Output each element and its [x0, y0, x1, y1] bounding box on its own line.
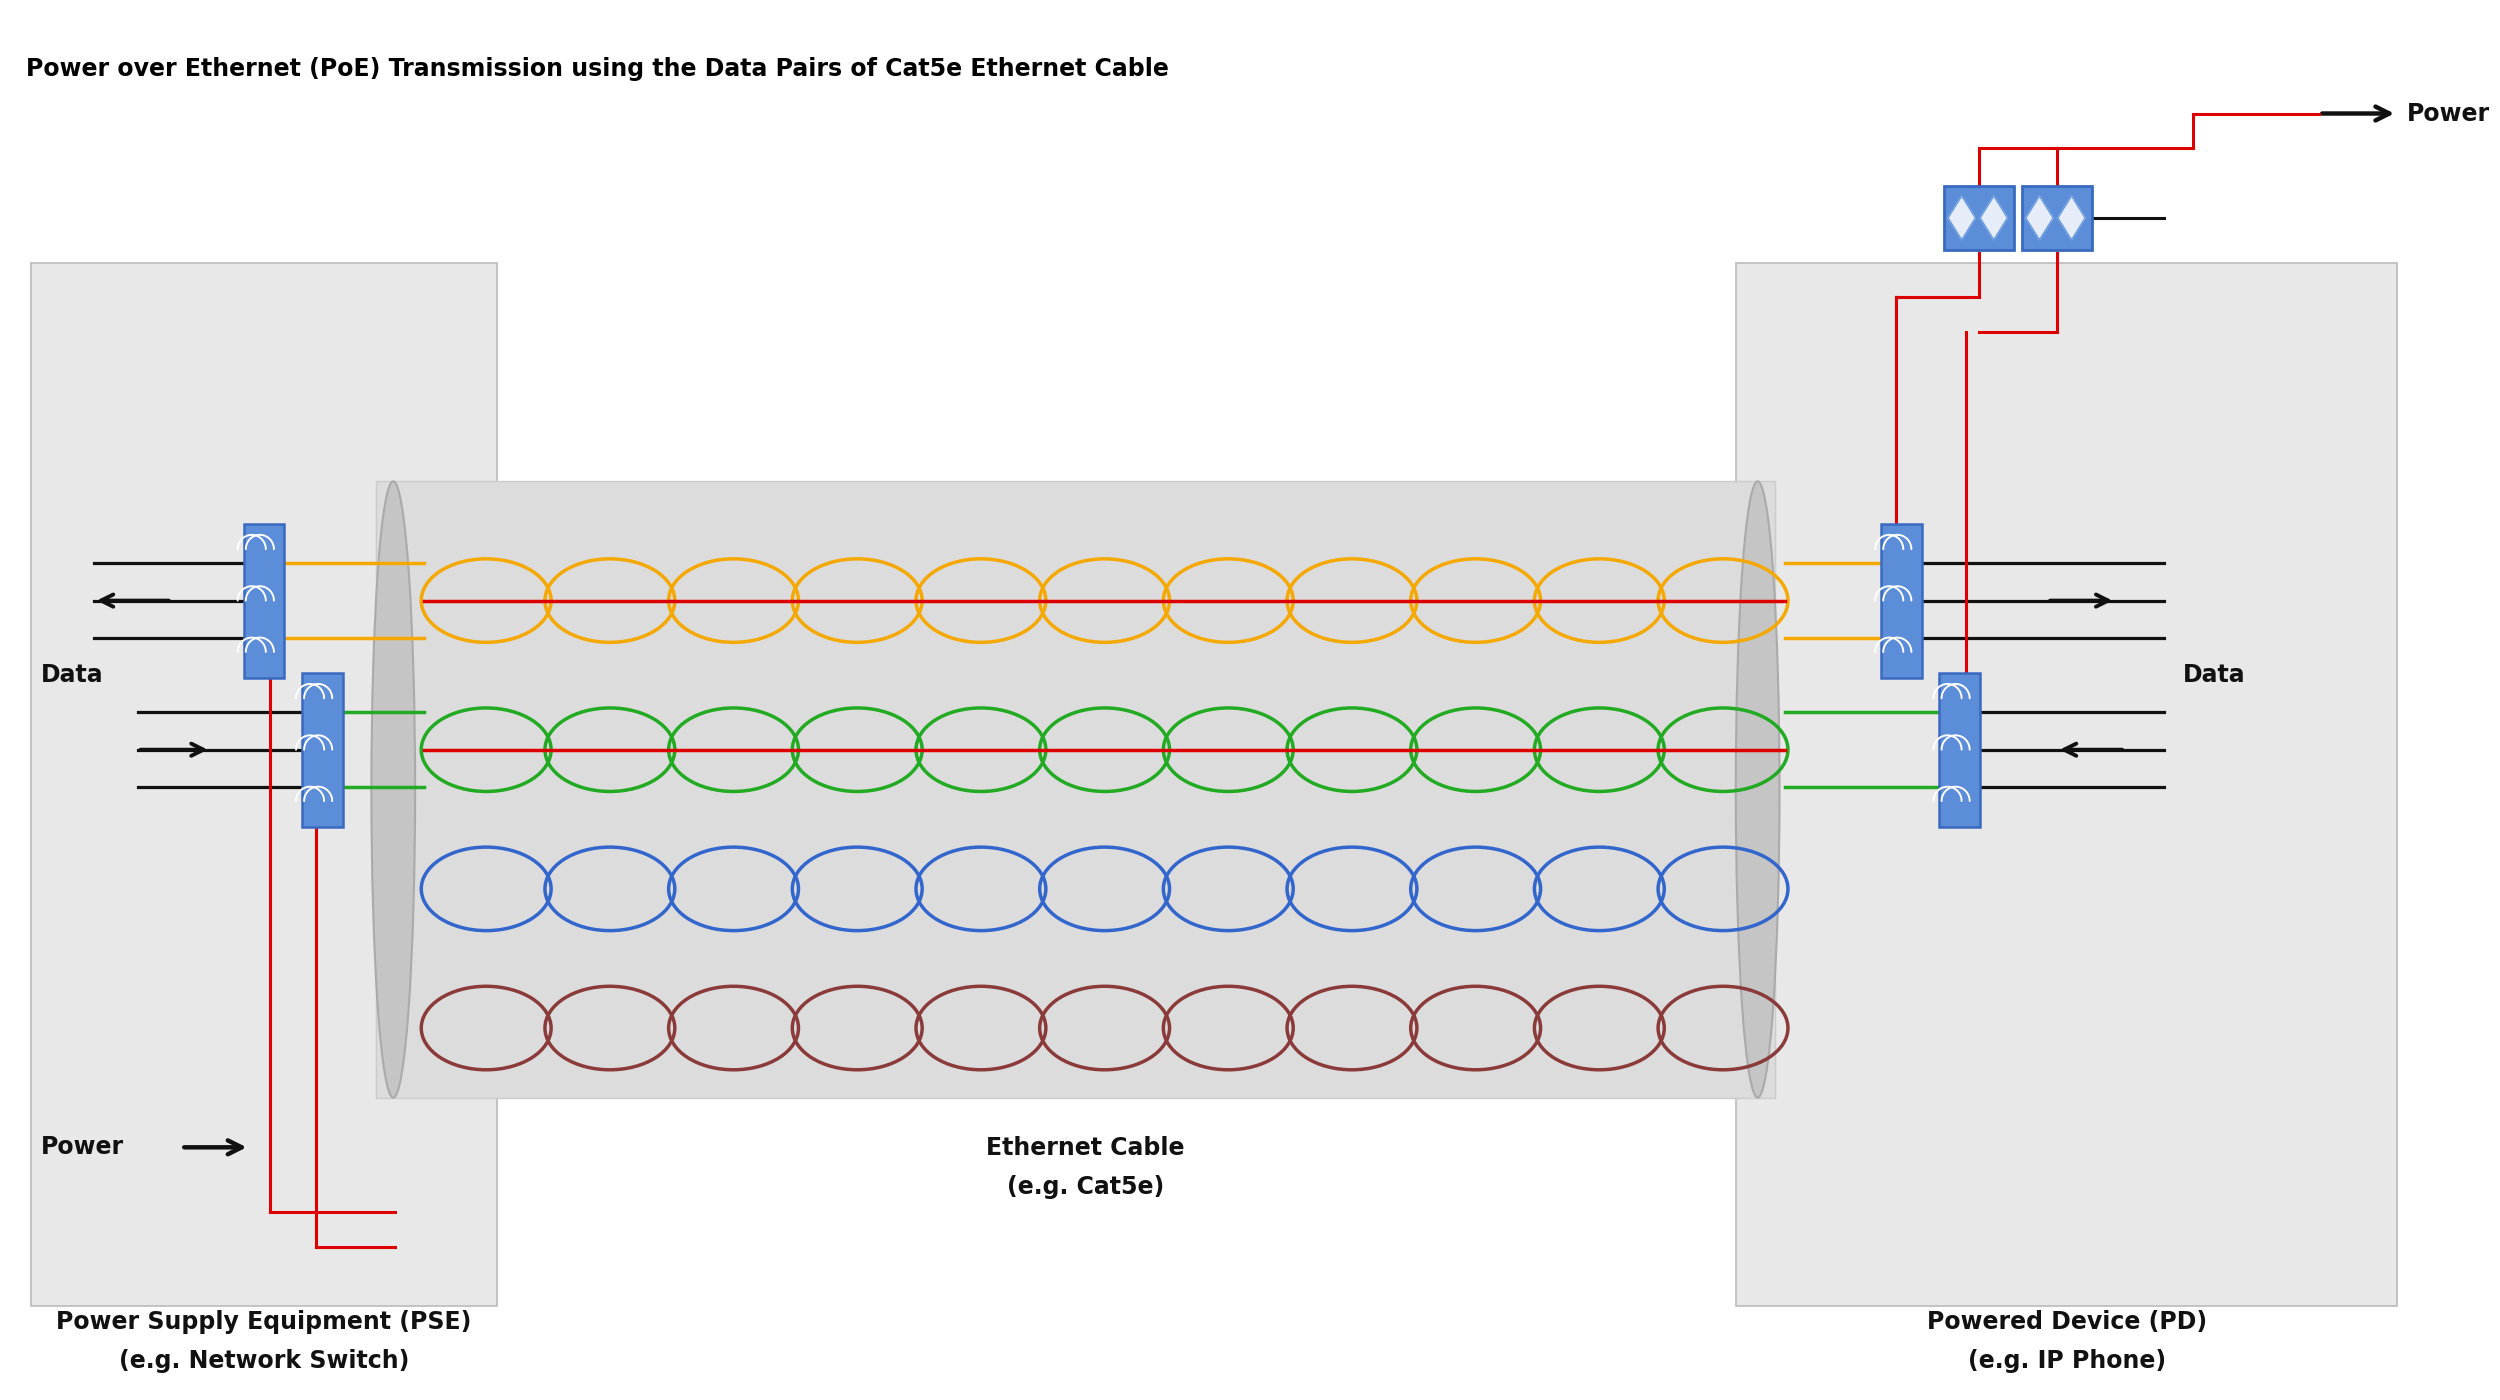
Text: Power over Ethernet (PoE) Transmission using the Data Pairs of Cat5e Ethernet Ca: Power over Ethernet (PoE) Transmission u… — [25, 57, 1170, 81]
FancyBboxPatch shape — [1737, 263, 2398, 1306]
FancyBboxPatch shape — [2023, 186, 2092, 251]
FancyBboxPatch shape — [375, 482, 1775, 1098]
Polygon shape — [2025, 196, 2052, 239]
FancyBboxPatch shape — [1945, 186, 2015, 251]
FancyBboxPatch shape — [1880, 524, 1922, 678]
FancyBboxPatch shape — [30, 263, 498, 1306]
Polygon shape — [1948, 196, 1975, 239]
Polygon shape — [2058, 196, 2085, 239]
Polygon shape — [1980, 196, 2008, 239]
Text: Data: Data — [40, 664, 102, 687]
FancyBboxPatch shape — [1940, 672, 1980, 827]
Text: Data: Data — [2182, 664, 2245, 687]
Ellipse shape — [1735, 482, 1780, 1098]
Text: Power: Power — [2408, 102, 2490, 126]
Text: Ethernet Cable
(e.g. Cat5e): Ethernet Cable (e.g. Cat5e) — [985, 1135, 1185, 1198]
Text: Power: Power — [40, 1135, 122, 1159]
Text: Power Supply Equipment (PSE)
(e.g. Network Switch): Power Supply Equipment (PSE) (e.g. Netwo… — [58, 1309, 472, 1373]
Text: Powered Device (PD)
(e.g. IP Phone): Powered Device (PD) (e.g. IP Phone) — [1928, 1309, 2208, 1373]
FancyBboxPatch shape — [242, 524, 285, 678]
Ellipse shape — [372, 482, 415, 1098]
FancyBboxPatch shape — [302, 672, 343, 827]
